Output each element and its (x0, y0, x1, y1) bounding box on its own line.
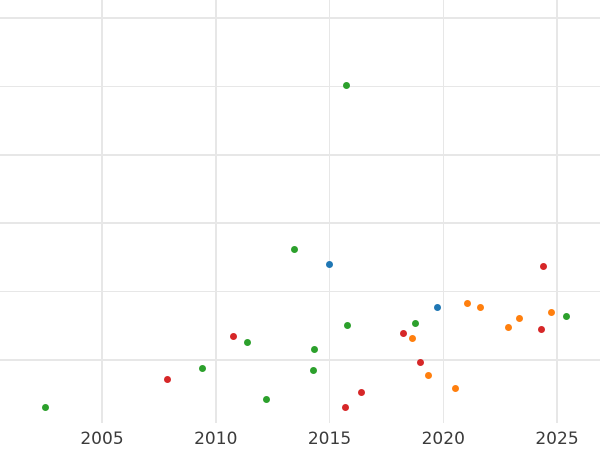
data-point-red (357, 389, 365, 397)
data-point-red (230, 332, 238, 340)
data-point-green (343, 81, 351, 89)
x-tick-label: 2020 (421, 429, 465, 449)
data-point-blue (326, 260, 333, 268)
x-tick-label: 2025 (535, 429, 579, 449)
data-point-blue (434, 304, 442, 312)
data-point-green (41, 404, 49, 412)
data-point-red (341, 403, 349, 411)
data-point-orange (463, 300, 471, 308)
data-point-green (310, 367, 318, 375)
data-point-green (263, 395, 271, 403)
horizontal-gridline (0, 359, 600, 361)
data-point-green (412, 319, 420, 327)
x-tick-label: 2005 (80, 429, 124, 449)
data-point-orange (424, 372, 432, 380)
horizontal-gridline (0, 17, 600, 19)
data-point-orange (409, 334, 417, 342)
data-point-orange (547, 309, 555, 317)
horizontal-gridline (0, 290, 600, 293)
data-point-green (562, 313, 570, 321)
data-point-red (417, 359, 424, 367)
data-point-orange (477, 304, 485, 312)
data-point-red (537, 325, 545, 333)
data-point-red (539, 263, 547, 271)
data-point-red (164, 376, 172, 384)
data-point-green (198, 365, 206, 373)
data-point-green (290, 245, 298, 253)
horizontal-gridline (0, 222, 600, 224)
data-point-orange (504, 324, 512, 332)
horizontal-gridline (0, 154, 600, 156)
vertical-gridline (328, 0, 331, 423)
data-point-red (399, 329, 407, 337)
vertical-gridline (442, 0, 444, 423)
x-tick-label: 2010 (194, 429, 238, 449)
vertical-gridline (101, 0, 103, 423)
data-point-green (244, 339, 252, 347)
vertical-gridline (215, 0, 217, 423)
data-point-orange (515, 315, 523, 323)
vertical-gridline (556, 0, 558, 423)
data-point-green (344, 321, 352, 329)
horizontal-gridline (0, 85, 600, 88)
data-point-orange (452, 385, 460, 393)
data-point-green (311, 345, 319, 353)
x-tick-label: 2015 (307, 429, 352, 449)
